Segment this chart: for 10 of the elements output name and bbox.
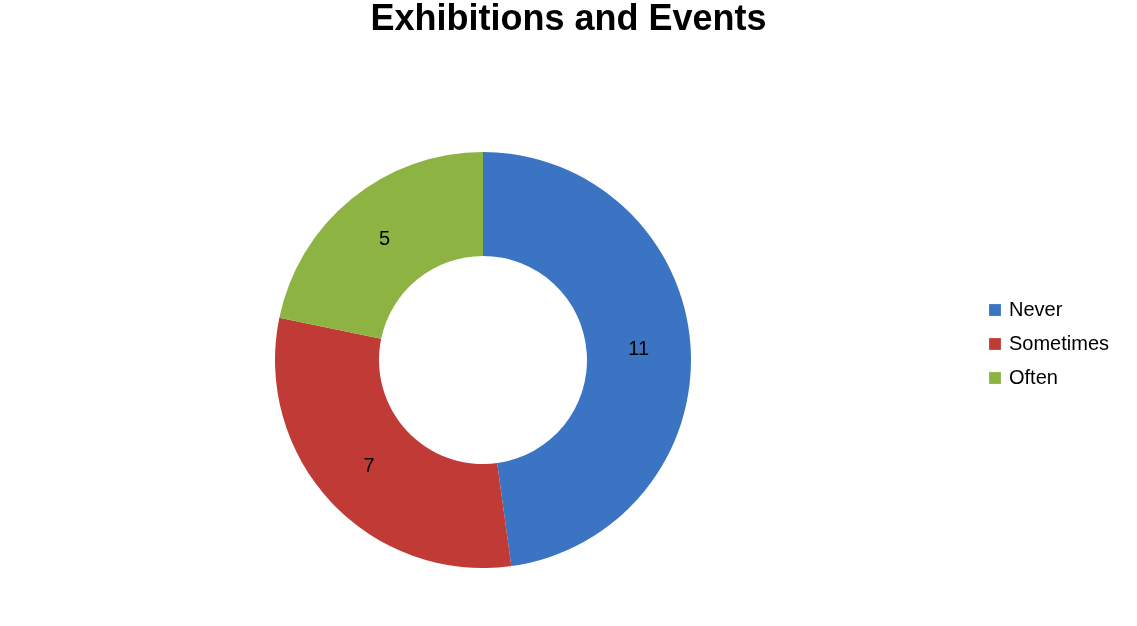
data-label: 7	[363, 454, 375, 477]
donut-slice	[279, 152, 483, 339]
donut-slice	[275, 317, 512, 568]
donut-slice	[483, 152, 691, 567]
data-label: 11	[628, 337, 650, 360]
data-label: 5	[378, 226, 391, 249]
legend-label: Often	[1009, 366, 1058, 388]
legend-label: Sometimes	[1009, 332, 1110, 354]
legend-label: Never	[1009, 298, 1063, 320]
chart-title: Exhibitions and Events	[370, 0, 767, 38]
